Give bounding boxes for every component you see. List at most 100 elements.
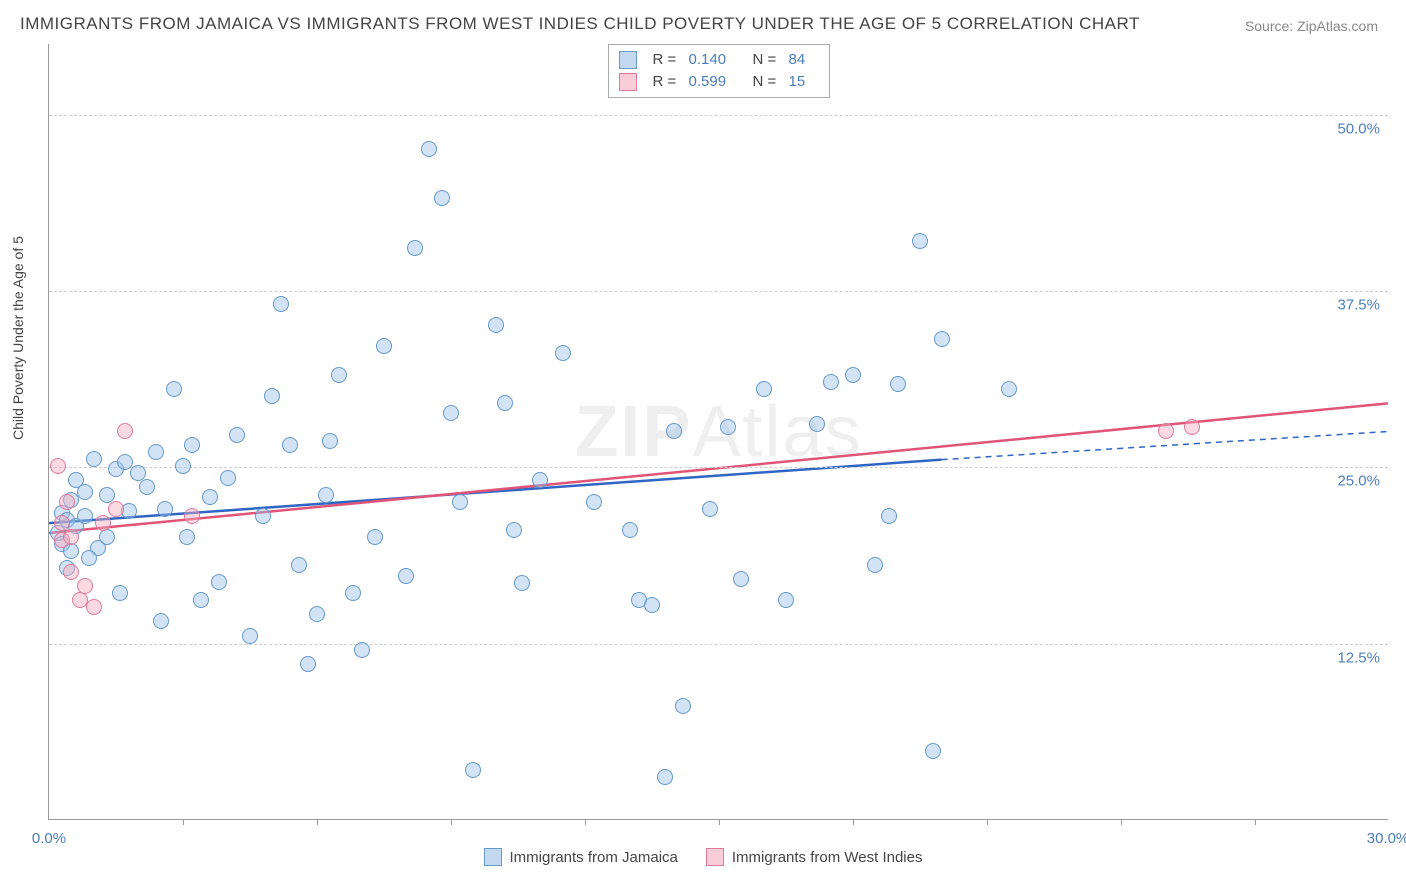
legend-r-value: 0.140 — [689, 49, 745, 71]
scatter-point — [702, 501, 718, 517]
plot-area: ZIPAtlas R =0.140N =84R =0.599N =15 0.0%… — [48, 44, 1388, 820]
scatter-point — [644, 597, 660, 613]
scatter-point — [845, 367, 861, 383]
y-tick-label: 12.5% — [1337, 649, 1380, 666]
scatter-point — [407, 240, 423, 256]
scatter-point — [211, 574, 227, 590]
scatter-point — [300, 656, 316, 672]
scatter-point — [95, 515, 111, 531]
scatter-point — [443, 405, 459, 421]
scatter-point — [220, 470, 236, 486]
scatter-point — [555, 345, 571, 361]
scatter-point — [273, 296, 289, 312]
legend-r-label: R = — [653, 49, 681, 71]
scatter-point — [934, 331, 950, 347]
legend-r-value: 0.599 — [689, 71, 745, 93]
legend-swatch — [484, 848, 502, 866]
x-axis-end-label: 30.0% — [1367, 830, 1406, 847]
scatter-point — [657, 769, 673, 785]
legend-r-label: R = — [653, 71, 681, 93]
scatter-point — [255, 508, 271, 524]
scatter-point — [50, 458, 66, 474]
scatter-point — [331, 367, 347, 383]
scatter-point — [112, 585, 128, 601]
legend-row: R = 0.140 N = 84 — [619, 49, 819, 71]
legend-swatch — [619, 73, 637, 91]
scatter-point — [465, 762, 481, 778]
scatter-point — [193, 592, 209, 608]
scatter-point — [514, 575, 530, 591]
scatter-point — [282, 437, 298, 453]
x-tick — [719, 819, 720, 825]
y-tick-label: 25.0% — [1337, 473, 1380, 490]
scatter-point — [809, 416, 825, 432]
chart-title: IMMIGRANTS FROM JAMAICA VS IMMIGRANTS FR… — [20, 14, 1140, 34]
scatter-point — [77, 508, 93, 524]
scatter-point — [778, 592, 794, 608]
x-axis-start-label: 0.0% — [32, 830, 66, 847]
legend-n-label: N = — [753, 49, 781, 71]
scatter-point — [506, 522, 522, 538]
watermark-thin: Atlas — [692, 392, 862, 472]
scatter-point — [622, 522, 638, 538]
scatter-point — [166, 381, 182, 397]
scatter-point — [398, 568, 414, 584]
legend-n-label: N = — [753, 71, 781, 93]
scatter-point — [452, 494, 468, 510]
scatter-point — [77, 578, 93, 594]
y-axis-label: Child Poverty Under the Age of 5 — [10, 236, 26, 440]
scatter-point — [733, 571, 749, 587]
scatter-point — [264, 388, 280, 404]
scatter-point — [925, 743, 941, 759]
scatter-point — [823, 374, 839, 390]
scatter-point — [77, 484, 93, 500]
chart-source: Source: ZipAtlas.com — [1245, 18, 1378, 34]
legend-swatch — [619, 51, 637, 69]
scatter-point — [59, 494, 75, 510]
series-legend-item: Immigrants from Jamaica — [484, 848, 678, 866]
scatter-point — [157, 501, 173, 517]
scatter-point — [756, 381, 772, 397]
scatter-point — [184, 437, 200, 453]
scatter-point — [434, 190, 450, 206]
scatter-point — [867, 557, 883, 573]
scatter-point — [139, 479, 155, 495]
gridline — [49, 291, 1388, 292]
gridline — [49, 115, 1388, 116]
y-tick-label: 37.5% — [1337, 296, 1380, 313]
scatter-point — [666, 423, 682, 439]
gridline — [49, 467, 1388, 468]
series-name: Immigrants from Jamaica — [510, 849, 678, 866]
scatter-point — [1001, 381, 1017, 397]
scatter-point — [242, 628, 258, 644]
series-legend-item: Immigrants from West Indies — [706, 848, 923, 866]
scatter-point — [63, 529, 79, 545]
scatter-point — [421, 141, 437, 157]
scatter-point — [675, 698, 691, 714]
scatter-point — [63, 564, 79, 580]
scatter-point — [309, 606, 325, 622]
scatter-point — [912, 233, 928, 249]
scatter-point — [108, 501, 124, 517]
scatter-point — [99, 529, 115, 545]
legend-n-value: 84 — [789, 49, 819, 71]
scatter-point — [586, 494, 602, 510]
scatter-point — [202, 489, 218, 505]
legend-row: R =0.599N =15 — [619, 71, 819, 93]
scatter-point — [488, 317, 504, 333]
correlation-legend: R =0.140N =84R =0.599N =15 — [608, 44, 830, 98]
scatter-point — [86, 599, 102, 615]
x-tick — [1255, 819, 1256, 825]
series-name: Immigrants from West Indies — [732, 849, 923, 866]
scatter-point — [86, 451, 102, 467]
scatter-point — [153, 613, 169, 629]
scatter-point — [179, 529, 195, 545]
scatter-point — [81, 550, 97, 566]
y-tick-label: 50.0% — [1337, 120, 1380, 137]
scatter-point — [1184, 419, 1200, 435]
scatter-point — [497, 395, 513, 411]
scatter-point — [322, 433, 338, 449]
scatter-point — [890, 376, 906, 392]
scatter-point — [175, 458, 191, 474]
scatter-point — [117, 423, 133, 439]
